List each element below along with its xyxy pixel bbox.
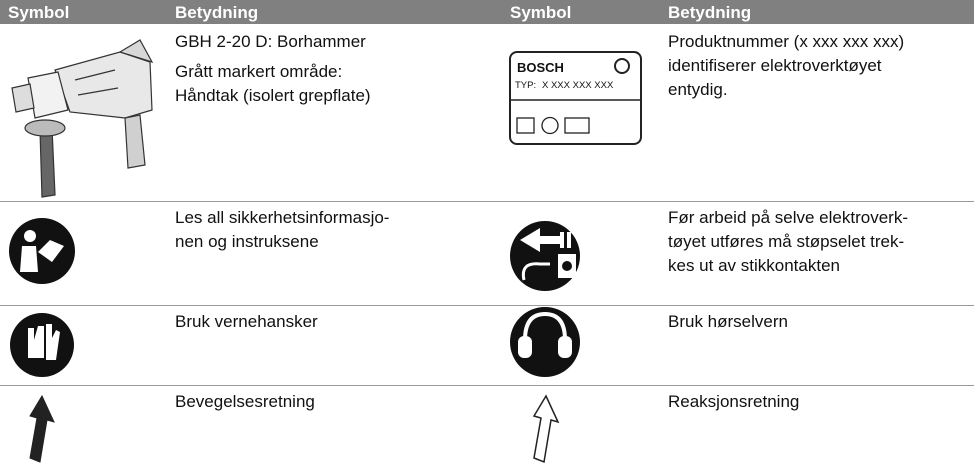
meaning-cell: Produktnummer (x xxx xxx xxx) identifiser… xyxy=(668,30,904,108)
text-line: kes ut av stikkontakten xyxy=(668,256,840,275)
text-line: tøyet utføres må støpselet trek- xyxy=(668,232,905,251)
movement-arrow xyxy=(29,394,55,463)
text-line: Les all sikkerhetsinformasjo- xyxy=(175,208,390,227)
gloves-icon xyxy=(10,313,74,377)
paragraph: Reaksjonsretning xyxy=(668,390,799,414)
row-separator xyxy=(0,305,974,306)
reaction-arrow xyxy=(532,394,560,464)
row-separator xyxy=(0,201,974,202)
text-line: Håndtak (isolert grepflate) xyxy=(175,86,371,105)
text-line: entydig. xyxy=(668,80,728,99)
meaning-cell: GBH 2-20 D: Borhammer Grått markert områd… xyxy=(175,30,371,114)
text-line: Bevegelsesretning xyxy=(175,392,315,411)
text-line: nen og instruksene xyxy=(175,232,319,251)
meaning-cell: Bruk hørselvern xyxy=(668,310,788,340)
paragraph: Bevegelsesretning xyxy=(175,390,315,414)
text-line: Grått markert område: xyxy=(175,62,343,81)
nameplate-brand: BOSCH xyxy=(517,60,564,75)
meaning-cell: Bruk vernehansker xyxy=(175,310,318,340)
paragraph: Les all sikkerhetsinformasjo-nen og inst… xyxy=(175,206,389,254)
paragraph: GBH 2-20 D: Borhammer xyxy=(175,30,371,54)
meaning-cell: Bevegelsesretning xyxy=(175,390,315,420)
text-line: identifiserer elektroverktøyet xyxy=(668,56,882,75)
text-line: Før arbeid på selve elektroverk- xyxy=(668,208,908,227)
header-cell: Betydning xyxy=(175,3,259,22)
hearing-icon xyxy=(510,307,580,377)
manual-icon xyxy=(9,218,75,284)
meaning-cell: Les all sikkerhetsinformasjo-nen og inst… xyxy=(175,206,389,260)
paragraph: Produktnummer (x xxx xxx xxx) identifiser… xyxy=(668,30,904,102)
text-line: GBH 2-20 D: Borhammer xyxy=(175,32,366,51)
row-separator xyxy=(0,385,974,386)
meaning-cell: Reaksjonsretning xyxy=(668,390,799,420)
header-cell: Betydning xyxy=(668,3,752,22)
header-cell: Symbol xyxy=(8,3,70,22)
text-line: Bruk vernehansker xyxy=(175,312,318,331)
paragraph: Bruk vernehansker xyxy=(175,310,318,334)
paragraph: Grått markert område: Håndtak (isolert gr… xyxy=(175,60,371,108)
nameplate-type-number: X XXX XXX XXX xyxy=(542,80,614,91)
header-cell: Symbol xyxy=(510,3,572,22)
nameplate-type-label: TYP: xyxy=(515,80,536,91)
text-line: Reaksjonsretning xyxy=(668,392,800,411)
nameplate-icon: BOSCH TYP: X XXX XXX XXX xyxy=(509,51,642,145)
drill-icon xyxy=(11,39,154,198)
text-line: Bruk hørselvern xyxy=(668,312,788,331)
paragraph: Bruk hørselvern xyxy=(668,310,788,334)
unplug-icon xyxy=(510,221,580,291)
header-row: Symbol Betydning Symbol Betydning xyxy=(0,0,974,24)
meaning-cell: Før arbeid på selve elektroverk-tøyet ut… xyxy=(668,206,908,284)
text-line: Produktnummer (x xxx xxx xxx) xyxy=(668,32,905,51)
paragraph: Før arbeid på selve elektroverk-tøyet ut… xyxy=(668,206,908,278)
